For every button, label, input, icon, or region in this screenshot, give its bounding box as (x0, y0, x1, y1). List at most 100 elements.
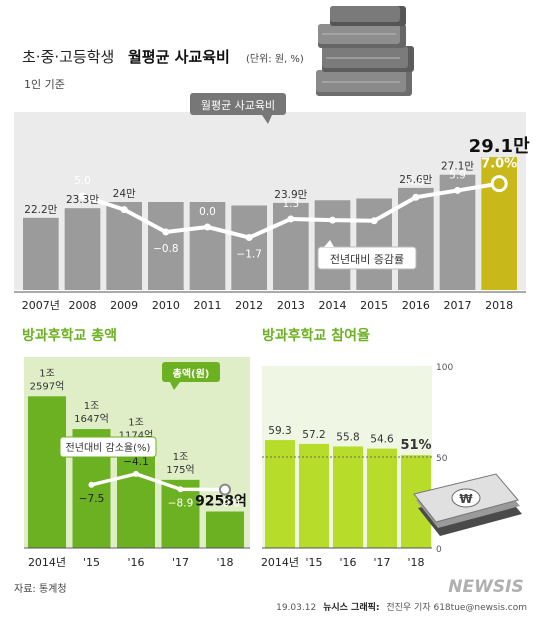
top-labels: 22.2만 23.3만 24만 23.9만 25.6만 27.1만 29.1만 5.0 −0.8… (24, 136, 530, 260)
money-illustration: ₩ (413, 473, 522, 536)
participation-x-tick-3: '17 (373, 556, 390, 569)
total-rate-point-3 (177, 486, 184, 493)
total-rate-label-1: −7.5 (79, 493, 105, 505)
top-rate-label-5: −1.7 (236, 249, 262, 261)
total-series-callout: 총액(원) (162, 362, 220, 390)
callout-total-amount: 총액(원) (173, 367, 210, 380)
total-rate-point-4 (219, 483, 231, 496)
participation-bar-2 (333, 446, 363, 548)
unit-label: (단위: 원, %) (246, 52, 304, 65)
top-x-tick-2: 2009 (110, 299, 138, 312)
top-bar-label-1: 23.3만 (66, 194, 99, 206)
top-rate-label-11: 7.0% (481, 157, 517, 172)
total-x-tick-1: '15 (83, 556, 100, 569)
top-bar-label-9: 25.6만 (399, 174, 432, 186)
total-rate-line (88, 470, 231, 496)
top-rate-point-2 (120, 206, 128, 214)
top-x-tick-11: 2018 (485, 299, 513, 312)
total-rate-point-2 (133, 470, 139, 477)
participation-grid: 100 50 0 (262, 363, 453, 555)
participation-bar-label-4: 51% (400, 438, 431, 453)
participation-bar-label-3: 54.6 (370, 434, 394, 446)
top-x-tick-5: 2012 (235, 299, 263, 312)
top-bar-5 (231, 205, 267, 290)
top-rate-point-8 (370, 217, 378, 225)
total-bar-label-1: 1647억 (74, 413, 109, 425)
top-bar-3 (148, 202, 184, 290)
total-bar-label-top-1: 1조 (84, 401, 100, 412)
total-rate-label-3: −8.9 (168, 497, 194, 509)
basis-label: 1인 기준 (24, 78, 65, 91)
won-sign-icon: ₩ (459, 492, 473, 506)
participation-bar-label-2: 55.8 (336, 431, 359, 443)
top-x-tick-8: 2015 (360, 299, 388, 312)
top-rate-label-6: 1.3 (282, 198, 299, 210)
total-bar-label-3: 175억 (166, 464, 194, 476)
callout-yoy-rate: 전년대비 증감률 (330, 253, 404, 266)
participation-x-tick-2: '16 (339, 556, 356, 569)
top-bar-4 (189, 202, 226, 290)
participation-bars (265, 440, 431, 548)
credit-line: 19.03.12 뉴시스 그래픽: 전진우 기자 618tue@newsis.c… (276, 601, 527, 613)
top-x-tick-3: 2010 (152, 299, 180, 312)
top-x-tick-6: 2013 (277, 299, 305, 312)
callout-monthly-cost: 월평균 사교육비 (201, 99, 275, 112)
total-bar-2 (117, 445, 155, 548)
top-rate-label-10: 5.9 (449, 169, 466, 181)
total-x-labels: 2014년 '15 '16 '17 '18 (28, 556, 234, 569)
total-x-tick-3: '17 (172, 556, 189, 569)
top-x-tick-0: 2007년 (22, 299, 60, 312)
participation-bar-label-1: 57.2 (302, 429, 325, 441)
title-plain: 초·중·고등학생 (22, 48, 114, 66)
participation-bar-1 (299, 443, 329, 548)
total-x-tick-4: '18 (216, 556, 233, 569)
top-bars (23, 157, 517, 290)
top-rate-point-4 (204, 223, 211, 231)
total-bars (28, 396, 244, 548)
top-bar-label-2: 24만 (113, 188, 136, 200)
total-rate-callout: 전년대비 감소율(%) (59, 436, 157, 458)
top-x-tick-4: 2011 (194, 299, 222, 312)
newsis-watermark: NEWSIS (448, 577, 523, 597)
top-x-tick-1: 2008 (69, 299, 97, 312)
total-bar-0 (28, 396, 66, 548)
credit-date: 19.03.12 (276, 603, 316, 613)
source-label: 자료: 통계청 (14, 583, 67, 595)
top-rate-point-11 (490, 175, 508, 193)
top-rate-point-6 (287, 215, 295, 223)
total-x-tick-0: 2014년 (28, 556, 66, 569)
participation-bar-label-0: 59.3 (268, 425, 291, 437)
total-bar-label-top-3: 1조 (173, 452, 189, 463)
top-rate-point-9 (412, 193, 420, 201)
participation-y-tick-0: 100 (436, 363, 453, 373)
top-rate-point-7 (329, 216, 336, 224)
top-x-labels: 2007년 2008 2009 2010 2011 2012 2013 2014 2015 201… (22, 299, 513, 312)
participation-y-tick-1: 50 (436, 454, 448, 464)
total-bar-label-top-2: 1조 (128, 417, 144, 428)
participation-labels: 59.3 57.2 55.8 54.6 51% (268, 425, 431, 453)
callout-decline-rate: 전년대비 감소율(%) (66, 442, 151, 454)
total-rate-label-4: −9.0 (214, 498, 240, 510)
top-bar-label-10: 27.1만 (441, 161, 474, 173)
top-rate-point-10 (454, 186, 461, 194)
participation-bar-3 (367, 448, 397, 548)
credit-rest: 전진우 기자 618tue@newsis.com (386, 602, 527, 613)
top-rate-point-3 (162, 228, 170, 236)
participation-x-tick-1: '15 (305, 556, 322, 569)
participation-x-tick-0: 2014년 (261, 556, 299, 569)
top-bar-1 (64, 208, 101, 290)
top-rate-line (79, 175, 508, 242)
participation-x-tick-4: '18 (407, 556, 424, 569)
participation-x-labels: 2014년 '15 '16 '17 '18 (261, 556, 425, 569)
total-bar-label-top-0: 1조 (39, 368, 55, 379)
total-rate-point-1 (88, 481, 95, 488)
top-bar-0 (23, 217, 59, 290)
top-bar-label-6: 23.9만 (274, 189, 307, 201)
books-illustration (316, 6, 414, 96)
participation-bar-0 (265, 440, 295, 548)
top-rate-label-4: 0.0 (199, 206, 216, 218)
top-rate-point-5 (245, 234, 253, 242)
